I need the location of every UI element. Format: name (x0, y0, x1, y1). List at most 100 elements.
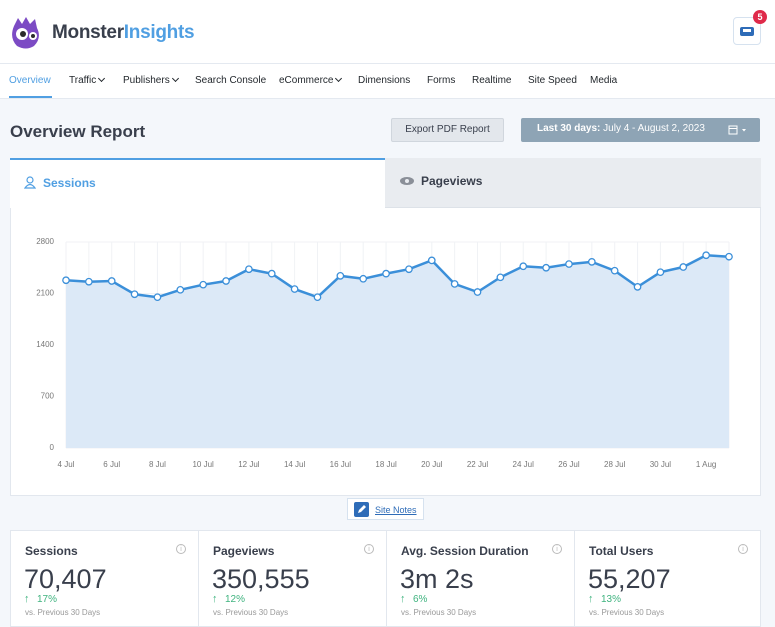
pencil-icon (354, 502, 369, 517)
point (245, 265, 253, 274)
point (565, 260, 573, 268)
y-tick-label: 2800 (36, 237, 54, 246)
point (336, 271, 345, 280)
point (222, 277, 230, 285)
nav-bar: Overview Traffic Publishers Search Conso… (0, 64, 775, 99)
nav-item[interactable]: Forms (427, 75, 456, 86)
metric-card: Total Users i 55,207 ↑ 13% vs. Previous 30 Da… (574, 530, 761, 627)
metric-card: Pageviews i 350,555 ↑ 12% vs. Previous 30 Day… (198, 530, 387, 627)
range-dates: July 4 - August 2, 2023 (603, 123, 705, 134)
point (427, 256, 436, 265)
point (153, 293, 162, 302)
card-value: 70,407 (24, 564, 107, 594)
card-value: 3m 2s (400, 564, 474, 594)
card-title: Total Users (589, 544, 654, 558)
date-range-button[interactable]: Last 30 days: July 4 - August 2, 2023 (521, 118, 760, 142)
card-change: 17% (37, 594, 58, 605)
y-tick-label: 0 (50, 443, 55, 452)
notification-badge: 5 (753, 10, 767, 24)
eye-icon (400, 177, 414, 185)
point (725, 252, 733, 261)
point (610, 266, 619, 275)
point (473, 288, 482, 296)
nav-item[interactable]: Realtime (472, 75, 512, 86)
point (267, 269, 276, 278)
nav-item[interactable]: Overview (9, 75, 51, 86)
active-underline (9, 96, 52, 98)
info-icon: i (364, 544, 374, 554)
point (496, 273, 505, 282)
card-comparison: vs. Previous 30 Days (401, 608, 477, 617)
card-comparison: vs. Previous 30 Days (25, 608, 101, 617)
point (313, 293, 322, 302)
sessions-tab[interactable]: Sessions (10, 158, 385, 208)
y-tick-label: 1400 (36, 340, 54, 349)
metric-card: Sessions i 70,407 ↑ 17% vs. Previous 30 Days (10, 530, 199, 627)
x-tick-label: 20 Jul (421, 460, 443, 469)
report-title: Overview Report (10, 122, 146, 141)
up-arrow: ↑ (24, 593, 30, 605)
x-tick-label: 4 Jul (58, 460, 75, 469)
brand: MonsterInsights (52, 22, 195, 44)
point (405, 265, 413, 274)
sessions-chart: 0 700 1400 2100 2800 4 Jul 6 Jul 8 Jul 10 Jul 12 … (36, 237, 733, 469)
x-tick-label: 28 Jul (604, 460, 626, 469)
point (679, 263, 688, 271)
point (359, 274, 368, 283)
info-icon: i (176, 544, 186, 554)
x-tick-label: 12 Jul (238, 460, 260, 469)
nav-item[interactable]: Media (590, 75, 618, 86)
card-change: 13% (601, 594, 622, 605)
nav-item[interactable]: eCommerce (279, 75, 341, 86)
nav-item[interactable]: Site Speed (528, 75, 577, 86)
nav-item[interactable]: Search Console (195, 75, 267, 86)
inbox-icon (740, 27, 754, 36)
card-value: 55,207 (588, 564, 671, 594)
card-comparison: vs. Previous 30 Days (589, 608, 665, 617)
x-tick-label: 22 Jul (467, 460, 489, 469)
y-tick-label: 2100 (36, 289, 54, 298)
x-tick-label: 18 Jul (375, 460, 397, 469)
brand-second: Insights (123, 22, 195, 43)
info-icon: i (552, 544, 562, 554)
logo (12, 17, 39, 49)
up-arrow: ↑ (400, 593, 406, 605)
x-tick-label: 14 Jul (284, 460, 306, 469)
card-change: 6% (413, 594, 428, 605)
x-tick-label: 8 Jul (149, 460, 166, 469)
y-tick-label: 700 (41, 392, 55, 401)
point (450, 280, 459, 288)
card-title: Sessions (25, 544, 78, 558)
nav-item[interactable]: Traffic (69, 75, 104, 86)
info-icon: i (738, 544, 748, 554)
x-tick-label: 10 Jul (192, 460, 214, 469)
point (519, 262, 528, 271)
tab-label: Pageviews (421, 174, 483, 188)
site-notes-button[interactable]: Site Notes (347, 498, 424, 520)
nav-item[interactable]: Publishers (123, 75, 178, 86)
export-button[interactable]: Export PDF Report (391, 118, 504, 142)
brand-first: Monster (52, 22, 124, 43)
nav-item[interactable]: Dimensions (358, 75, 411, 86)
point (176, 285, 185, 294)
header: MonsterInsights 5 (0, 0, 775, 64)
line (65, 253, 730, 299)
point (542, 263, 550, 272)
card-value: 350,555 (212, 564, 310, 594)
area (66, 255, 729, 448)
point (656, 268, 665, 277)
card-title: Avg. Session Duration (401, 544, 529, 558)
point (587, 258, 596, 266)
user-icon (24, 176, 36, 189)
up-arrow: ↑ (588, 593, 594, 605)
range-label: Last 30 days: (537, 123, 601, 134)
x-tick-label: 26 Jul (558, 460, 580, 469)
point (62, 276, 70, 285)
card-title: Pageviews (213, 544, 275, 558)
card-change: 12% (225, 594, 246, 605)
pageviews-tab[interactable]: Pageviews (385, 158, 761, 208)
point (702, 251, 710, 260)
tab-label: Sessions (43, 176, 96, 190)
x-tick-label: 24 Jul (513, 460, 535, 469)
